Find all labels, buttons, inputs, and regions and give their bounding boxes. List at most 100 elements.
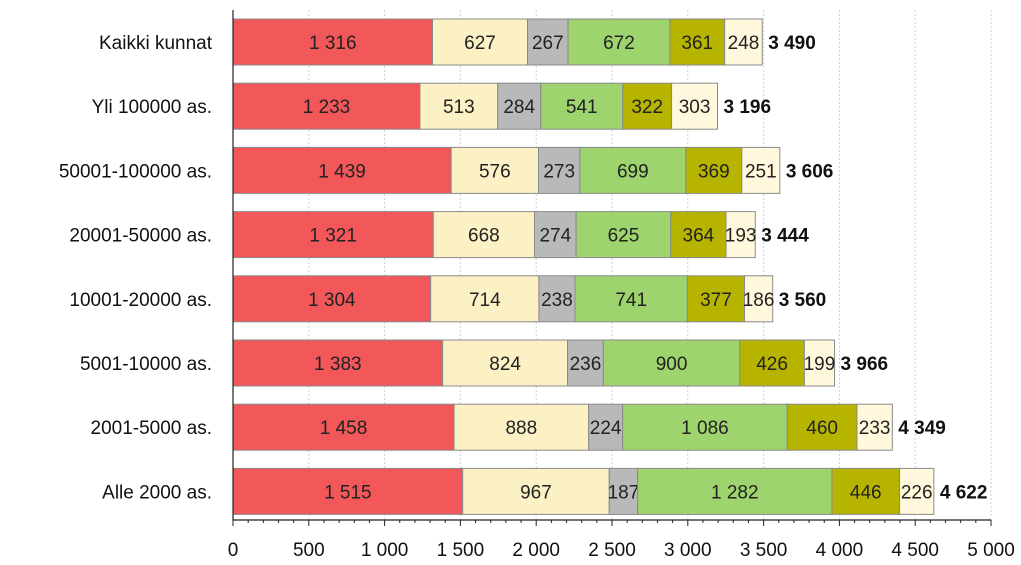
x-tick-label: 0 <box>228 540 239 561</box>
bar-segment <box>575 211 672 259</box>
category-label: 10001-20000 as. <box>69 290 212 311</box>
segment-value-label: 187 <box>608 482 640 503</box>
bar-segment <box>462 467 610 515</box>
bar-segment <box>432 211 536 259</box>
bar-segment <box>739 339 805 387</box>
bar-segment <box>232 146 452 194</box>
segment-value-label: 576 <box>479 161 511 182</box>
segment-value-label: 714 <box>469 290 501 311</box>
x-tick-label: 3 000 <box>664 540 712 561</box>
category-label: Alle 2000 as. <box>102 482 212 503</box>
bar-segment <box>786 403 858 451</box>
bar-row: 1 316 627 267 672 361 248 3 490 <box>232 18 816 66</box>
bar-segment <box>538 275 576 323</box>
segment-value-label: 322 <box>631 97 663 118</box>
total-value-label: 3 490 <box>768 33 816 54</box>
bar-segment <box>669 18 726 66</box>
segment-value-label: 625 <box>608 226 640 247</box>
category-label: 2001-5000 as. <box>91 418 213 439</box>
bar-segment <box>232 211 434 259</box>
segment-value-label: 248 <box>728 33 760 54</box>
segment-value-label: 284 <box>503 97 535 118</box>
segment-value-label: 627 <box>464 33 496 54</box>
bar-segment <box>450 146 539 194</box>
segment-value-label: 1 458 <box>320 418 368 439</box>
x-tick-label: 4 000 <box>816 540 864 561</box>
segment-value-label: 238 <box>541 290 573 311</box>
bar-segment <box>430 275 540 323</box>
total-value-label: 3 966 <box>841 354 889 375</box>
segment-value-label: 303 <box>679 97 711 118</box>
category-labels: Kaikki kunnat Yli 100000 as. 50001-100000 … <box>59 33 213 503</box>
bar-row: 1 233 513 284 541 322 303 3 196 <box>232 82 772 130</box>
segment-value-label: 273 <box>543 161 575 182</box>
x-tick-label: 4 500 <box>891 540 939 561</box>
segment-value-label: 1 321 <box>309 226 357 247</box>
segment-value-label: 888 <box>505 418 537 439</box>
bars: 1 316 627 267 672 361 248 3 490 1 233 513 284 541 3… <box>232 18 988 515</box>
segment-value-label: 251 <box>745 161 777 182</box>
bar-segment <box>453 403 590 451</box>
x-tick-label: 500 <box>293 540 325 561</box>
segment-value-label: 699 <box>617 161 649 182</box>
segment-value-label: 824 <box>489 354 521 375</box>
segment-value-label: 1 282 <box>711 482 759 503</box>
bar-segment <box>579 146 687 194</box>
segment-value-label: 364 <box>683 226 715 247</box>
segment-value-label: 1 304 <box>308 290 356 311</box>
bar-segment <box>232 82 421 130</box>
bar-segment <box>685 146 743 194</box>
segment-value-label: 1 383 <box>314 354 362 375</box>
bar-segment <box>588 403 624 451</box>
category-label: Kaikki kunnat <box>99 33 213 54</box>
bar-segment <box>567 339 604 387</box>
category-label: 20001-50000 as. <box>69 226 212 247</box>
bar-segment <box>724 18 763 66</box>
segment-value-label: 900 <box>656 354 688 375</box>
segment-value-label: 426 <box>756 354 788 375</box>
bar-segment <box>670 211 727 259</box>
total-value-label: 3 196 <box>724 97 772 118</box>
segment-value-label: 1 515 <box>324 482 372 503</box>
category-label: 50001-100000 as. <box>59 161 212 182</box>
segment-value-label: 513 <box>443 97 475 118</box>
x-tick-label: 2 500 <box>588 540 636 561</box>
bar-segment <box>831 467 901 515</box>
category-label: 5001-10000 as. <box>80 354 212 375</box>
bar-segment <box>622 403 788 451</box>
bar-segment <box>671 82 719 130</box>
x-tick-label: 2 000 <box>512 540 560 561</box>
bar-segment <box>232 467 464 515</box>
bar-segment <box>527 18 569 66</box>
segment-value-label: 193 <box>725 226 757 247</box>
bar-segment <box>574 275 688 323</box>
bar-segment <box>232 275 432 323</box>
segment-value-label: 672 <box>603 33 635 54</box>
bar-segment <box>803 339 836 387</box>
segment-value-label: 224 <box>590 418 622 439</box>
bar-segment <box>232 403 455 451</box>
segment-value-label: 361 <box>681 33 713 54</box>
segment-value-label: 460 <box>806 418 838 439</box>
bar-segment <box>622 82 673 130</box>
bar-segment <box>540 82 624 130</box>
total-value-label: 4 622 <box>940 482 988 503</box>
bar-segment <box>232 339 444 387</box>
segment-value-label: 1 439 <box>318 161 366 182</box>
segment-value-label: 668 <box>468 226 500 247</box>
segment-value-label: 377 <box>700 290 732 311</box>
segment-value-label: 267 <box>532 33 564 54</box>
x-axis: 0 500 1 000 1 500 2 000 2 500 3 000 3 500 4 000 4… <box>228 10 1015 561</box>
segment-value-label: 1 086 <box>681 418 729 439</box>
segment-value-label: 1 233 <box>303 97 351 118</box>
segment-value-label: 226 <box>901 482 933 503</box>
segment-value-label: 369 <box>698 161 730 182</box>
segment-value-label: 186 <box>743 290 775 311</box>
total-value-label: 3 560 <box>779 290 827 311</box>
segment-value-label: 199 <box>804 354 836 375</box>
bar-row: 1 321 668 274 625 364 193 3 444 <box>232 211 809 259</box>
bar-segment <box>602 339 741 387</box>
total-value-label: 3 444 <box>761 226 809 247</box>
bar-segment <box>856 403 893 451</box>
bar-segment <box>741 146 781 194</box>
